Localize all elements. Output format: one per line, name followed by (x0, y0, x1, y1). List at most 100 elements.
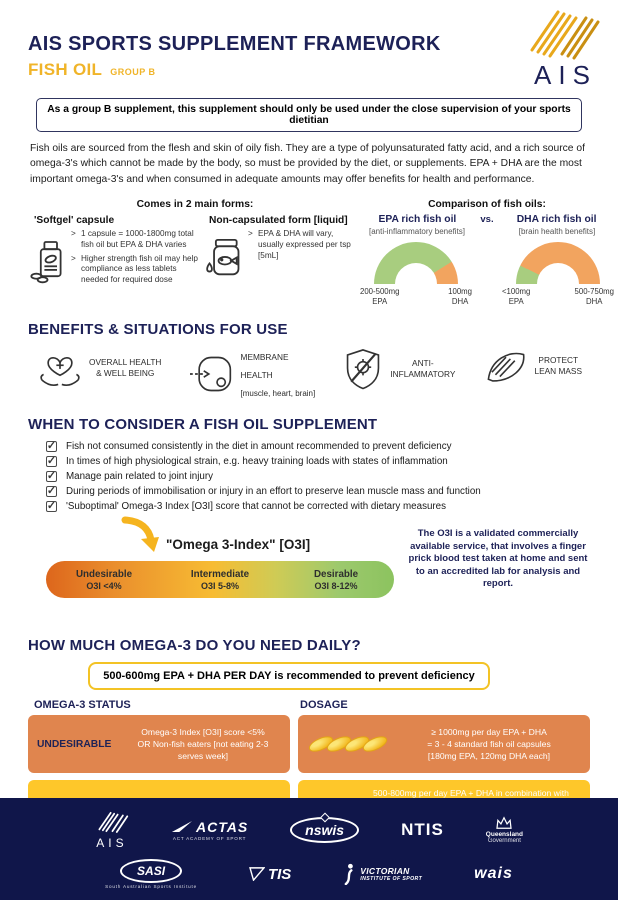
muscle-icon (487, 352, 524, 382)
ais-wordmark: AIS (534, 60, 597, 90)
segment-label: Intermediate (190, 568, 250, 580)
epa-gauge-label-left: 200-500mg EPA (360, 287, 400, 306)
queensland-government-logo: Queensland Government (485, 815, 524, 844)
shield-virus-icon (347, 349, 380, 390)
logo-text: ACTAS (195, 818, 249, 835)
diamond-icon (319, 812, 330, 822)
checklist-item: ✓ 'Suboptimal' Omega-3 Index [O3I] score… (46, 501, 618, 512)
capsule-icons (306, 733, 390, 755)
header: AIS SPORTS SUPPLEMENT FRAMEWORK FISH OIL… (0, 0, 618, 92)
o3i-section: "Omega 3-Index" [O3I] Undesirable O3I <4… (0, 516, 618, 622)
benefit-membrane-health: MEMBRANE HEALTH [muscle, heart, brain] (189, 347, 316, 401)
tis-logo: TIS (249, 866, 291, 883)
supplement-name: FISH OIL (28, 60, 103, 79)
logo-caption: INSTITUTE OF SPORT (360, 876, 423, 882)
checkbox-icon: ✓ (46, 485, 57, 497)
benefit-sublabel: [muscle, heart, brain] (240, 389, 316, 398)
fish-oil-jar-icon (206, 239, 240, 276)
logo-text: Queensland (485, 830, 524, 838)
consider-heading: WHEN TO CONSIDER A FISH OIL SUPPLEMENT (28, 416, 378, 433)
forms-comparison-section: Comes in 2 main forms: 'Softgel' capsule (30, 199, 618, 306)
status-label: UNDESIRABLE (37, 738, 112, 750)
segment-label: Desirable (313, 568, 359, 580)
liquid-bullet: EPA & DHA will vary, usually expressed p… (248, 229, 360, 261)
consider-checklist: ✓ Fish not consumed consistently in the … (46, 441, 618, 512)
logo-text: AIS (96, 836, 128, 850)
dha-gauge-label-right: 500-750mg DHA (574, 287, 614, 306)
recommendation-box: 500-600mg EPA + DHA PER DAY is recommend… (88, 662, 490, 690)
o3i-title: "Omega 3-Index" [O3I] (166, 537, 311, 552)
benefit-label: PROTECT LEAN MASS (534, 355, 583, 376)
pill-bottle-icon (30, 241, 62, 284)
logo-text-wrap: nswis (290, 812, 360, 843)
o3i-segment-desirable: Desirable O3I 8-12% (278, 561, 394, 598)
heart-hands-icon (40, 356, 80, 386)
softgel-bullets: 1 capsule = 1000-1800mg total fish oil b… (71, 229, 205, 288)
logo-text: wais (474, 865, 513, 882)
epa-gauge-label-right: 100mg DHA (448, 287, 472, 306)
comparison-section: Comparison of fish oils: EPA rich fish o… (360, 199, 618, 306)
vs-label: vs. (480, 214, 494, 226)
epa-title: EPA rich fish oil (378, 214, 457, 226)
logo-text: nswis (305, 821, 345, 838)
dha-benefit: [brain health benefits] (518, 227, 596, 237)
checklist-text: Fish not consumed consistently in the di… (66, 441, 452, 452)
checkbox-icon: ✓ (46, 470, 57, 482)
benefit-overall-health: OVERALL HEALTH & WELL BEING (38, 347, 161, 389)
page-title: AIS SPORTS SUPPLEMENT FRAMEWORK (28, 33, 441, 55)
sasi-logo: SASI South Australian Sports Institute (105, 859, 197, 889)
benefit-protect-lean-mass: PROTECT LEAN MASS (484, 347, 583, 385)
checklist-item: ✓ During periods of immobilisation or in… (46, 486, 618, 497)
ntis-logo: NTIS (401, 820, 444, 840)
liquid-column: Non-capsulated form [liquid] EPA & DHA w… (205, 215, 360, 288)
epa-gauge-block: 200-500mg EPA 100mg DHA (360, 242, 472, 306)
forms-section: Comes in 2 main forms: 'Softgel' capsule (30, 199, 360, 306)
logo-caption: South Australian Sports Institute (105, 884, 197, 889)
wais-logo: wais (474, 865, 513, 883)
softgel-bullet: 1 capsule = 1000-1800mg total fish oil b… (71, 229, 205, 250)
segment-range: O3I 8-12% (314, 580, 358, 591)
intro-paragraph: Fish oils are sourced from the flesh and… (30, 143, 585, 185)
checklist-text: In times of high physiological strain, e… (66, 456, 448, 467)
benefit-label: ANTI- INFLAMMATORY (390, 358, 456, 379)
checkbox-icon: ✓ (46, 455, 57, 467)
o3i-gradient-bar: Undesirable O3I <4% Intermediate O3I 5-8… (46, 561, 394, 598)
cell-membrane-icon (189, 356, 231, 392)
logo-text: SASI (120, 859, 183, 883)
checklist-item: ✓ Manage pain related to joint injury (46, 471, 618, 482)
group-label: GROUP B (110, 67, 156, 77)
curved-arrow-icon (121, 516, 159, 552)
column-header-dosage: DOSAGE (300, 699, 348, 711)
column-header-status: OMEGA-3 STATUS (34, 699, 131, 711)
ais-logo-icon (530, 10, 600, 60)
o3i-note: The O3I is a validated commercially avai… (408, 528, 588, 590)
vis-logo: VICTORIAN INSTITUTE OF SPORT (343, 863, 422, 885)
dha-gauge-label-left: <100mg EPA (502, 287, 531, 306)
status-text: Omega-3 Index [O3I] score <5% OR Non-fis… (137, 726, 269, 762)
epa-benefit: [anti-inflammatory benefits] (368, 227, 466, 237)
benefit-label: MEMBRANE HEALTH (240, 352, 289, 380)
table-row-undesirable: UNDESIRABLE Omega-3 Index [O3I] score <5… (28, 715, 590, 773)
segment-range: O3I <4% (86, 580, 122, 591)
dha-title: DHA rich fish oil (516, 214, 597, 226)
o3i-segment-undesirable: Undesirable O3I <4% (46, 561, 162, 598)
benefits-row: OVERALL HEALTH & WELL BEING MEMBRANE HEA… (38, 347, 582, 401)
liquid-bullets: EPA & DHA will vary, usually expressed p… (248, 229, 360, 264)
group-b-notice: As a group B supplement, this supplement… (36, 98, 582, 132)
athlete-figure-icon (344, 863, 354, 885)
footer: AIS ACTAS ACT ACADEMY OF SPORT nswis NTI… (0, 798, 618, 900)
epa-gauge (374, 242, 458, 285)
nswis-logo: nswis (290, 812, 360, 843)
logo-text: VICTORIAN (360, 866, 410, 876)
softgel-column: 'Softgel' capsule 1 capsule = 1000-1800m… (30, 215, 205, 288)
checklist-text: 'Suboptimal' Omega-3 Index [O3I] score t… (66, 501, 447, 512)
tis-flag-icon (249, 867, 265, 881)
benefit-anti-inflammatory: ANTI- INFLAMMATORY (343, 347, 455, 391)
page-subtitle-row: FISH OIL GROUP B (28, 60, 156, 80)
checklist-text: During periods of immobilisation or inju… (66, 486, 481, 497)
softgel-title: 'Softgel' capsule (34, 215, 115, 227)
dha-gauge (516, 242, 600, 285)
comparison-title: Comparison of fish oils: (428, 199, 546, 211)
logo-text: NTIS (401, 819, 444, 839)
